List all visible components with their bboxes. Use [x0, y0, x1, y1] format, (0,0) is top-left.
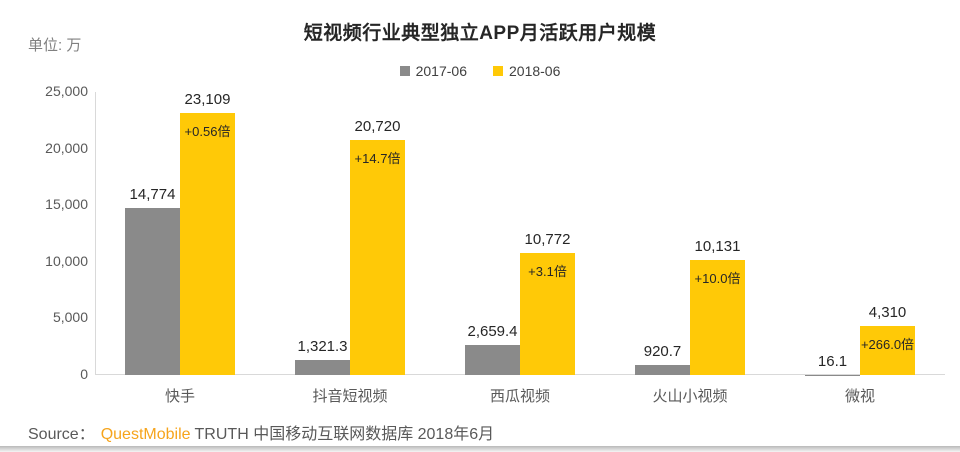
y-axis-line	[95, 92, 96, 375]
x-axis-category-label: 火山小视频	[652, 388, 728, 405]
x-axis-category-label: 微视	[844, 388, 876, 405]
value-label-2017-06-火山小视频: 920.7	[643, 342, 682, 360]
x-axis-category-label: 西瓜视频	[489, 388, 551, 405]
value-label-2018-06-火山小视频: 10,131	[694, 238, 741, 256]
source-rest: TRUTH 中国移动互联网数据库 2018年6月	[194, 426, 495, 443]
value-label-2017-06-抖音短视频: 1,321.3	[297, 338, 348, 356]
growth-label-快手: +0.56倍	[184, 124, 231, 140]
bar-2018-06-微视	[860, 326, 915, 375]
legend-swatch-icon	[493, 66, 503, 76]
y-axis-unit-label: 单位: 万	[28, 37, 82, 54]
source-brand: QuestMobile	[100, 426, 191, 443]
legend-label: 2018-06	[509, 63, 561, 79]
growth-label-火山小视频: +10.0倍	[694, 271, 741, 287]
y-axis-tick-label: 25,000	[45, 83, 88, 99]
value-label-2017-06-微视: 16.1	[817, 352, 848, 370]
value-label-2018-06-西瓜视频: 10,772	[524, 231, 571, 249]
source-prefix: Source：	[28, 426, 95, 443]
legend: 2017-06 2018-06	[0, 63, 960, 79]
chart-title: 短视频行业典型独立APP月活跃用户规模	[303, 23, 657, 44]
x-axis-category-label: 抖音短视频	[312, 388, 388, 405]
bar-2017-06-抖音短视频	[295, 360, 350, 375]
legend-item-2017-06: 2017-06	[399, 63, 467, 79]
value-label-2018-06-快手: 23,109	[184, 91, 231, 109]
legend-item-2018-06: 2018-06	[493, 63, 560, 79]
legend-swatch-icon	[399, 66, 410, 76]
legend-label: 2017-06	[415, 63, 467, 79]
bar-2018-06-抖音短视频	[350, 140, 405, 375]
bar-2018-06-西瓜视频	[520, 253, 575, 375]
value-label-2017-06-西瓜视频: 2,659.4	[467, 322, 518, 340]
growth-label-抖音短视频: +14.7倍	[354, 151, 401, 167]
y-axis-tick-label: 5,000	[52, 309, 88, 326]
y-axis-tick-label: 15,000	[45, 196, 88, 213]
growth-label-微视: +266.0倍	[860, 337, 915, 353]
bar-2018-06-火山小视频	[690, 260, 745, 375]
value-label-2018-06-微视: 4,310	[868, 304, 907, 322]
bar-2017-06-火山小视频	[635, 364, 690, 375]
growth-label-西瓜视频: +3.1倍	[528, 264, 567, 280]
bar-2017-06-快手	[125, 207, 180, 375]
y-axis-tick-label: 10,000	[45, 252, 88, 269]
bottom-shadow	[0, 446, 960, 452]
y-axis-tick-label: 20,000	[45, 139, 88, 156]
source-line: Source： QuestMobile TRUTH 中国移动互联网数据库 2018年…	[28, 420, 494, 444]
value-label-2017-06-快手: 14,774	[129, 185, 176, 203]
x-axis-category-label: 快手	[164, 388, 196, 405]
bar-2018-06-快手	[180, 113, 235, 375]
bar-2017-06-西瓜视频	[465, 344, 520, 375]
value-label-2018-06-抖音短视频: 20,720	[354, 118, 401, 136]
y-axis-tick-label: 0	[80, 366, 88, 382]
